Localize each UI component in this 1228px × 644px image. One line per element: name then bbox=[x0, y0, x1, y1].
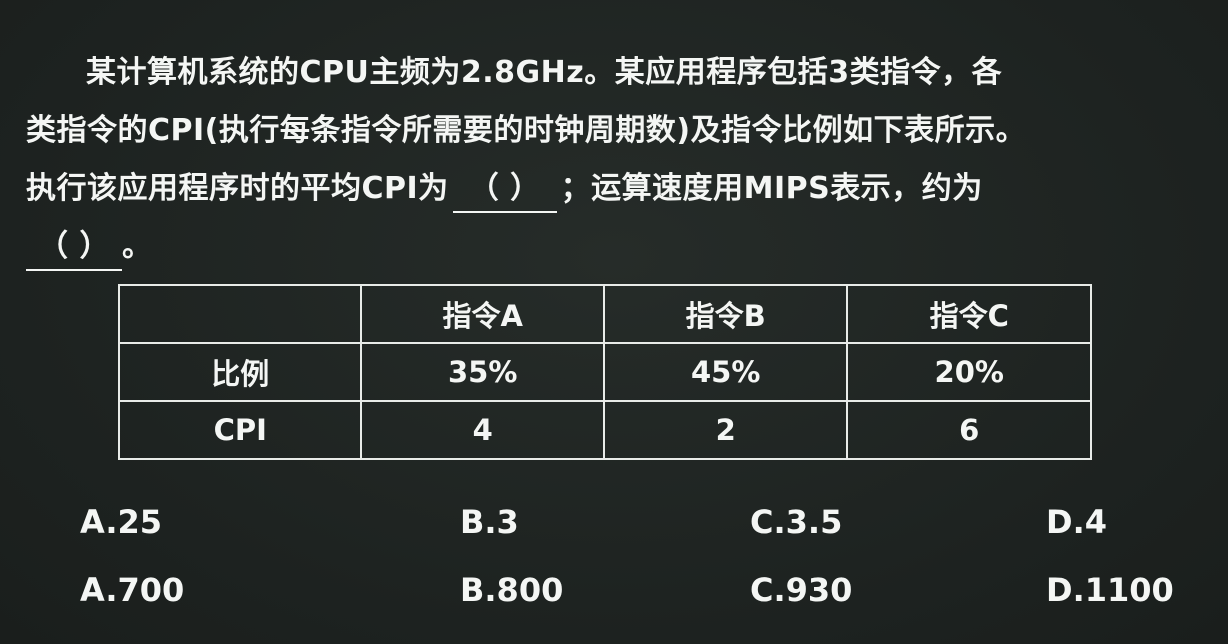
option-d[interactable]: D.1100 bbox=[1046, 571, 1174, 609]
table-row: 比例 35% 45% 20% bbox=[117, 342, 1092, 402]
table-cell: 2 bbox=[602, 400, 849, 460]
question-line-4-end: 。 bbox=[122, 229, 153, 264]
option-b[interactable]: B.800 bbox=[460, 571, 564, 609]
instruction-table: 指令A 指令B 指令C 比例 35% 45% 20% CPI 4 2 6 bbox=[117, 284, 1092, 460]
question-line-3: 执行该应用程序时的平均CPI为（ ）；运算速度用MIPS表示，约为 bbox=[26, 160, 1206, 218]
table-header-cell: 指令C bbox=[846, 284, 1092, 344]
question-text: 某计算机系统的CPU主频为2.8GHz。某应用程序包括3类指令，各 类指令的CP… bbox=[26, 44, 1206, 276]
answer-blank-2: （ ） bbox=[26, 225, 122, 271]
table-cell: 6 bbox=[846, 400, 1092, 460]
option-a[interactable]: A.25 bbox=[80, 503, 163, 541]
question-line-4: （ ）。 bbox=[26, 218, 1206, 276]
option-c[interactable]: C.3.5 bbox=[750, 503, 843, 541]
option-b[interactable]: B.3 bbox=[460, 503, 519, 541]
question-line-1: 某计算机系统的CPU主频为2.8GHz。某应用程序包括3类指令，各 bbox=[86, 55, 1003, 90]
table-row-label: CPI bbox=[117, 400, 363, 460]
table-cell: 45% bbox=[602, 342, 849, 402]
table-header-row: 指令A 指令B 指令C bbox=[117, 284, 1092, 344]
table-header-cell: 指令A bbox=[360, 284, 605, 344]
table-header-cell: 指令B bbox=[602, 284, 849, 344]
option-c[interactable]: C.930 bbox=[750, 571, 853, 609]
table-row-label: 比例 bbox=[117, 342, 363, 402]
table-cell: 35% bbox=[360, 342, 605, 402]
table-row: CPI 4 2 6 bbox=[117, 400, 1092, 460]
question-line-2: 类指令的CPI(执行每条指令所需要的时钟周期数)及指令比例如下表所示。 bbox=[26, 113, 1027, 148]
question-line-3-end: ；运算速度用MIPS表示，约为 bbox=[560, 171, 983, 206]
option-d[interactable]: D.4 bbox=[1046, 503, 1107, 541]
table-header-cell bbox=[117, 284, 363, 344]
question-line-3-start: 执行该应用程序时的平均CPI为 bbox=[26, 171, 449, 206]
table-cell: 20% bbox=[846, 342, 1092, 402]
answer-blank-1: （ ） bbox=[452, 167, 557, 213]
table-cell: 4 bbox=[360, 400, 605, 460]
option-a[interactable]: A.700 bbox=[80, 571, 185, 609]
